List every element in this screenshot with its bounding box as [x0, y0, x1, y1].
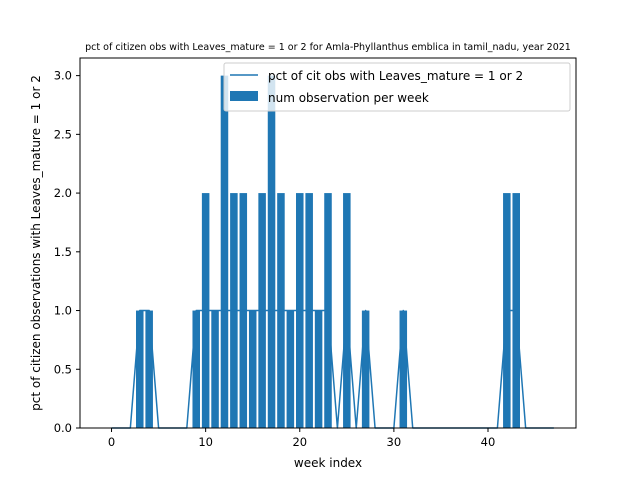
y-axis: 0.0 0.5 1.0 1.5 2.0 2.5 3.0	[54, 69, 80, 435]
x-tick-label: 40	[481, 435, 496, 449]
legend-label-bar: num observation per week	[268, 91, 429, 105]
x-tick-label: 30	[387, 435, 402, 449]
y-tick-label: 1.5	[54, 245, 72, 259]
plot-area	[111, 75, 554, 429]
legend: pct of cit obs with Leaves_mature = 1 or…	[223, 62, 571, 112]
bar	[211, 310, 219, 428]
bar	[248, 310, 257, 428]
bar	[314, 310, 323, 428]
legend-bar-swatch	[230, 91, 258, 101]
x-tick-label: 0	[108, 435, 115, 449]
y-axis-label: pct of citizen observations with Leaves_…	[29, 75, 43, 411]
legend-frame	[223, 62, 571, 112]
x-axis-label: week index	[294, 456, 362, 470]
bar	[361, 310, 370, 428]
bar	[286, 310, 295, 428]
bar	[267, 75, 276, 428]
series-line	[111, 309, 554, 429]
plot-frame	[79, 57, 577, 429]
x-axis: 0 10 20 30 40	[108, 428, 495, 449]
legend-label-line: pct of cit obs with Leaves_mature = 1 or…	[268, 69, 523, 83]
bar	[145, 310, 153, 428]
bar	[399, 310, 408, 428]
y-tick-label: 1.0	[54, 304, 72, 318]
bar	[220, 75, 229, 428]
bar	[136, 310, 144, 428]
y-tick-label: 0.0	[54, 421, 72, 435]
y-tick-label: 0.5	[54, 362, 72, 376]
y-tick-label: 2.0	[54, 186, 72, 200]
y-tick-label: 2.5	[54, 127, 72, 141]
x-tick-label: 20	[292, 435, 307, 449]
x-tick-label: 10	[198, 435, 213, 449]
bar	[192, 310, 200, 428]
y-tick-label: 3.0	[54, 69, 72, 83]
chart-title: pct of citizen obs with Leaves_mature = …	[85, 42, 571, 53]
